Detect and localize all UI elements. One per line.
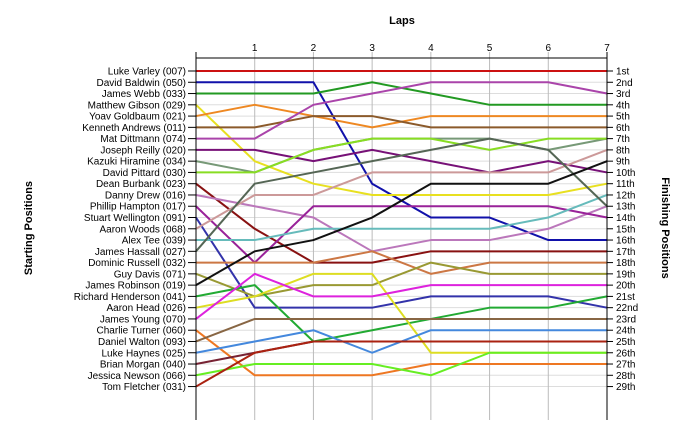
starting-position-labels: Luke Varley (007)David Baldwin (050)Jame… [74, 67, 196, 393]
chart-title: Laps [389, 15, 415, 27]
finishing-position-label: 16th [616, 236, 635, 247]
starting-driver-label: Richard Henderson (041) [74, 292, 186, 303]
series-lines [195, 70, 608, 388]
starting-driver-label: Tom Fletcher (031) [102, 382, 186, 393]
x-axis-ticks: 1 2 3 4 5 6 7 [252, 43, 610, 54]
series-line [195, 284, 608, 343]
series-line [195, 216, 608, 309]
series-line [196, 81, 608, 140]
starting-driver-label: Dean Burbank (023) [96, 179, 186, 190]
starting-driver-label: Aaron Woods (068) [99, 224, 186, 235]
finishing-position-label: 2nd [616, 78, 633, 89]
starting-driver-label: Luke Haynes (025) [102, 348, 187, 359]
starting-driver-label: David Baldwin (050) [97, 78, 187, 89]
finishing-position-label: 13th [616, 202, 635, 213]
series-line [195, 148, 608, 230]
finishing-position-label: 21st [616, 292, 635, 303]
finishing-position-label: 7th [616, 134, 630, 145]
series-line [196, 250, 607, 275]
series-line [195, 137, 608, 252]
starting-driver-label: James Webb (033) [102, 89, 186, 100]
finishing-position-label: 24th [616, 326, 635, 337]
finishing-position-label: 1st [616, 67, 630, 78]
starting-driver-label: Phillip Hampton (017) [90, 202, 186, 213]
finishing-position-label: 27th [616, 360, 635, 371]
series-line [195, 182, 607, 264]
finishing-position-label: 8th [616, 145, 630, 156]
finishing-position-label: 9th [616, 157, 630, 168]
x-tick-label: 1 [252, 43, 258, 54]
finishing-position-label: 23rd [616, 314, 636, 325]
x-tick-label: 5 [487, 43, 493, 54]
starting-driver-label: Guy Davis (071) [114, 269, 186, 280]
starting-driver-label: Joseph Reilly (020) [100, 145, 186, 156]
series-line [196, 137, 607, 174]
x-tick-label: 6 [546, 43, 552, 54]
starting-driver-label: Brian Morgan (040) [100, 360, 186, 371]
finishing-position-label: 12th [616, 190, 635, 201]
finishing-position-label: 29th [616, 382, 635, 393]
finishing-position-label: 5th [616, 112, 630, 123]
starting-driver-label: James Young (070) [100, 314, 186, 325]
finishing-position-label: 28th [616, 371, 635, 382]
x-tick-label: 7 [604, 43, 610, 54]
finishing-position-label: 20th [616, 281, 635, 292]
starting-driver-label: Charlie Turner (060) [97, 326, 186, 337]
series-line [195, 272, 607, 320]
starting-driver-label: Dominic Russell (032) [88, 258, 186, 269]
starting-driver-label: Luke Varley (007) [108, 67, 186, 78]
starting-driver-label: Mat Dittmann (074) [100, 134, 186, 145]
starting-driver-label: Alex Tee (039) [122, 236, 186, 247]
starting-driver-label: Jessica Newson (066) [88, 371, 186, 382]
x-tick-label: 4 [428, 43, 434, 54]
starting-driver-label: Yoav Goldbaum (021) [89, 112, 186, 123]
series-line [195, 160, 608, 286]
finishing-position-label: 18th [616, 258, 635, 269]
series-line [195, 317, 607, 343]
y-axis-left-label: Starting Positions [23, 181, 35, 275]
finishing-position-label: 3rd [616, 89, 630, 100]
finishing-position-label: 11th [616, 179, 635, 190]
finishing-position-label: 6th [616, 123, 630, 134]
finishing-position-labels: 1st2nd3rd4th5th6th7th8th9th10th11th12th1… [607, 67, 638, 393]
finishing-position-label: 10th [616, 168, 635, 179]
starting-driver-label: Kazuki Hiramine (034) [87, 157, 186, 168]
finishing-position-label: 22nd [616, 303, 638, 314]
starting-driver-label: James Hassall (027) [95, 247, 186, 258]
starting-driver-label: James Robinson (019) [85, 281, 186, 292]
starting-driver-label: Danny Drew (016) [105, 190, 186, 201]
series-line [196, 194, 608, 242]
series-line [195, 351, 607, 377]
x-tick-label: 3 [369, 43, 375, 54]
axes [195, 52, 608, 420]
x-tick-label: 2 [311, 43, 317, 54]
series-line [196, 115, 607, 129]
finishing-position-label: 26th [616, 348, 635, 359]
starting-driver-label: Daniel Walton (093) [98, 337, 186, 348]
finishing-position-label: 4th [616, 100, 630, 111]
starting-driver-label: Kenneth Andrews (011) [82, 123, 186, 134]
finishing-position-label: 15th [616, 224, 635, 235]
starting-driver-label: Matthew Gibson (029) [88, 100, 186, 111]
finishing-position-label: 17th [616, 247, 635, 258]
series-line [195, 205, 608, 264]
starting-driver-label: David Pittard (030) [103, 168, 186, 179]
series-line [195, 340, 607, 388]
series-line [195, 193, 608, 253]
finishing-position-label: 14th [616, 213, 635, 224]
finishing-position-label: 25th [616, 337, 635, 348]
starting-driver-label: Aaron Head (026) [107, 303, 187, 314]
series-line [195, 104, 608, 196]
y-axis-right-label: Finishing Positions [659, 177, 671, 278]
starting-driver-label: Stuart Wellington (091) [84, 213, 186, 224]
finishing-position-label: 19th [616, 269, 635, 280]
